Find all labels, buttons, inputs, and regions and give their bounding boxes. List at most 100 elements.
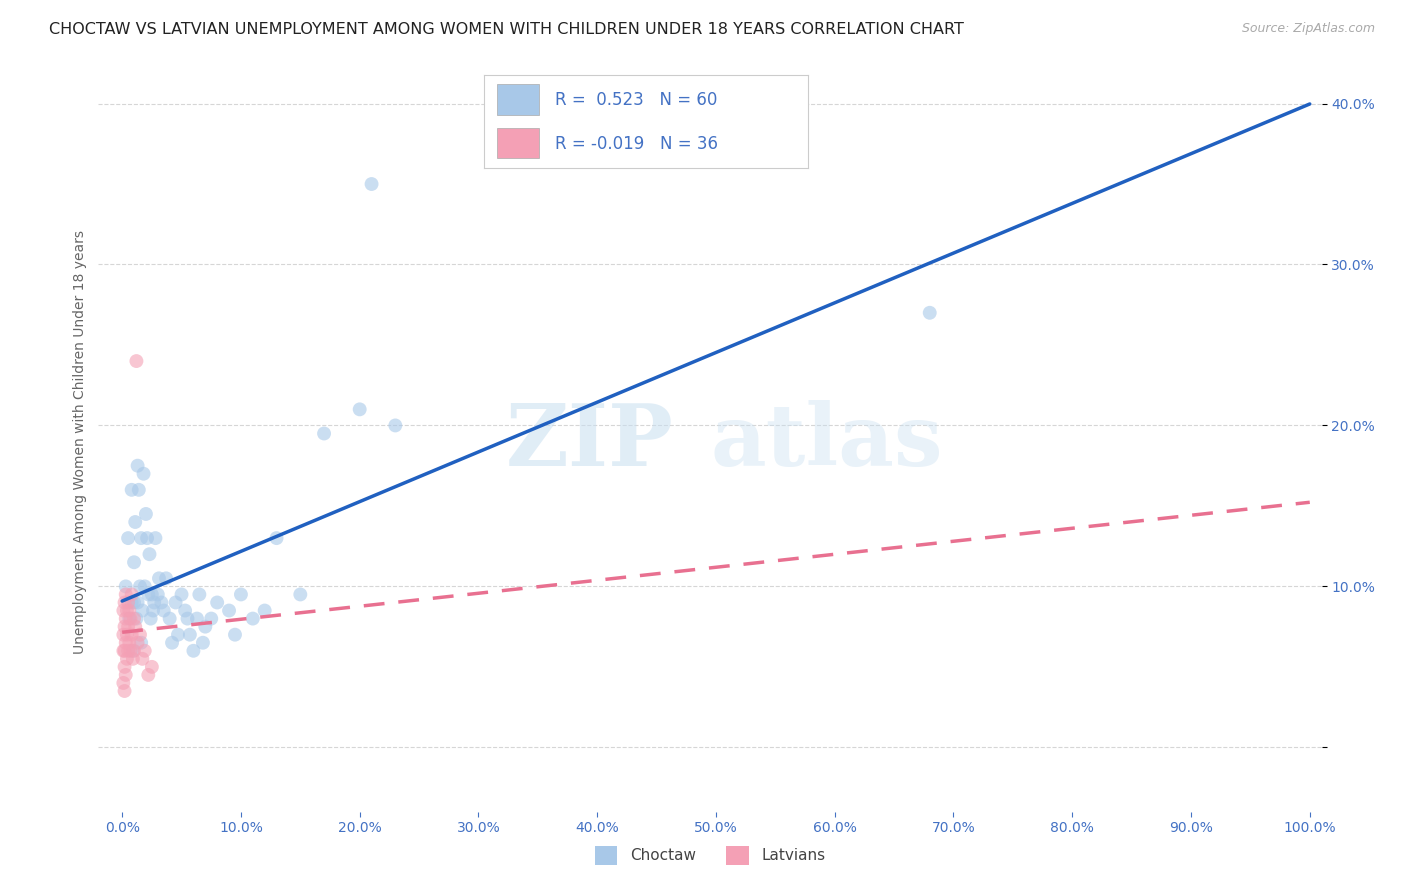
Point [129, 579, 152, 593]
Point [129, 531, 152, 545]
Point [117, 595, 139, 609]
Point [127, 595, 149, 609]
Point [114, 587, 136, 601]
Text: ZIP: ZIP [506, 400, 673, 483]
Point [141, 660, 163, 674]
Point [143, 595, 166, 609]
Point [194, 619, 217, 633]
Point [155, 571, 177, 585]
Point [114, 595, 136, 609]
Point [112, 644, 135, 658]
Point [266, 531, 288, 545]
Point [200, 611, 222, 625]
Point [125, 611, 148, 625]
Point [125, 354, 148, 368]
Point [121, 628, 143, 642]
Point [118, 603, 141, 617]
Point [218, 603, 240, 617]
Point [121, 587, 143, 601]
Point [124, 619, 146, 633]
Legend: Choctaw, Latvians: Choctaw, Latvians [589, 840, 831, 871]
Point [122, 555, 145, 569]
Point [183, 644, 205, 658]
Point [114, 611, 136, 625]
Point [122, 644, 145, 658]
Point [253, 603, 276, 617]
Point [114, 660, 136, 674]
Point [124, 515, 146, 529]
Text: atlas: atlas [710, 400, 942, 483]
Point [114, 619, 136, 633]
Point [136, 531, 159, 545]
Point [121, 644, 143, 658]
Point [115, 652, 138, 666]
Point [159, 611, 181, 625]
Point [176, 611, 198, 625]
Point [118, 611, 141, 625]
Point [121, 483, 143, 497]
Point [191, 636, 214, 650]
Point [174, 603, 197, 617]
Y-axis label: Unemployment Among Women with Children Under 18 years: Unemployment Among Women with Children U… [73, 229, 87, 654]
Point [139, 611, 162, 625]
Point [122, 611, 145, 625]
Point [179, 628, 201, 642]
Point [114, 644, 136, 658]
Point [120, 611, 142, 625]
Point [148, 571, 170, 585]
Point [145, 531, 167, 545]
Point [152, 603, 174, 617]
Point [117, 531, 139, 545]
Point [117, 644, 139, 658]
Point [121, 595, 143, 609]
Point [131, 652, 153, 666]
Point [131, 603, 153, 617]
Point [127, 636, 149, 650]
Point [112, 628, 135, 642]
Point [118, 636, 141, 650]
Point [186, 611, 208, 625]
Point [312, 426, 335, 441]
Point [114, 636, 136, 650]
Point [167, 628, 190, 642]
Point [229, 587, 252, 601]
Point [129, 628, 152, 642]
Point [141, 587, 163, 601]
Point [129, 636, 152, 650]
Point [127, 458, 149, 473]
Point [134, 644, 156, 658]
Point [112, 603, 135, 617]
Point [242, 611, 264, 625]
Point [112, 676, 135, 690]
Point [918, 306, 941, 320]
Point [146, 587, 169, 601]
Point [142, 603, 165, 617]
Point [115, 603, 138, 617]
Point [121, 652, 143, 666]
Point [224, 628, 246, 642]
Point [132, 467, 155, 481]
Point [150, 595, 173, 609]
Point [188, 587, 211, 601]
Point [136, 668, 159, 682]
Point [114, 684, 136, 698]
Point [205, 595, 228, 609]
Point [170, 587, 193, 601]
Point [114, 668, 136, 682]
Point [117, 619, 139, 633]
Point [384, 418, 406, 433]
Text: Source: ZipAtlas.com: Source: ZipAtlas.com [1241, 22, 1375, 36]
Point [160, 636, 183, 650]
Point [138, 547, 160, 561]
Point [114, 579, 136, 593]
Point [128, 483, 150, 497]
Point [134, 579, 156, 593]
Point [290, 587, 312, 601]
Point [122, 595, 145, 609]
Point [115, 628, 138, 642]
Point [349, 402, 371, 417]
Point [165, 595, 187, 609]
Point [120, 644, 142, 658]
Text: CHOCTAW VS LATVIAN UNEMPLOYMENT AMONG WOMEN WITH CHILDREN UNDER 18 YEARS CORRELA: CHOCTAW VS LATVIAN UNEMPLOYMENT AMONG WO… [49, 22, 965, 37]
Point [136, 587, 159, 601]
